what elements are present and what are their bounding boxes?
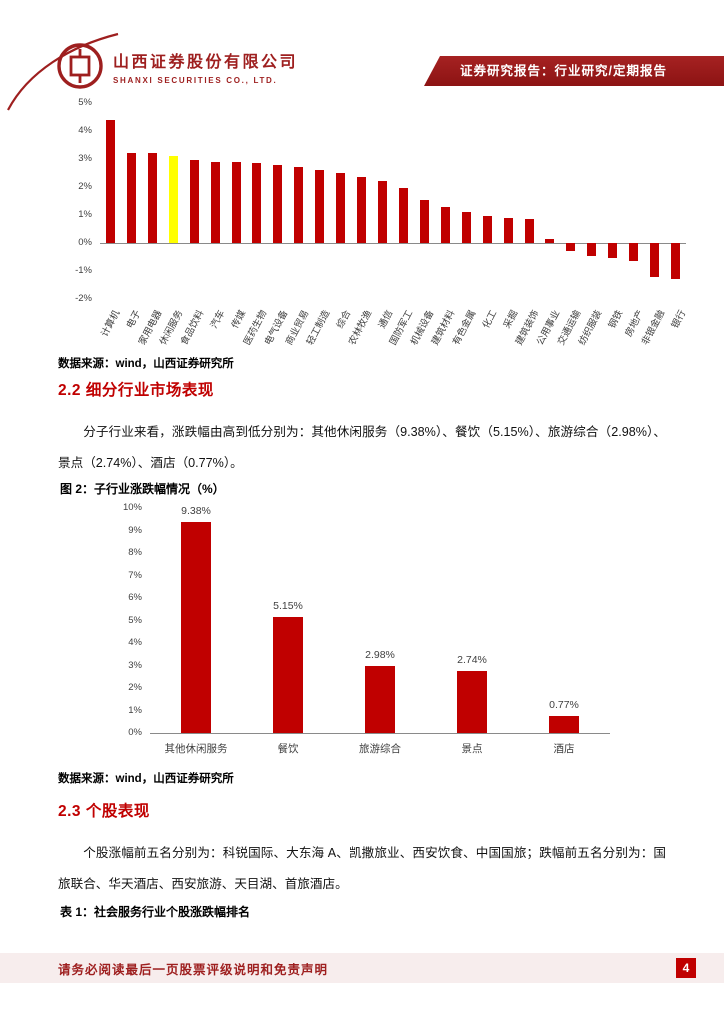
y-tick-label: -1% — [75, 265, 92, 276]
bar-非银金融 — [650, 243, 660, 277]
bar-纺织服装 — [587, 243, 597, 256]
report-type-banner: 证券研究报告：行业研究/定期报告 — [424, 56, 724, 86]
x-axis-label: 餐饮 — [277, 743, 299, 755]
bar-休闲服务 — [168, 156, 178, 243]
y-tick-label: -2% — [75, 293, 92, 304]
bar-公用事业 — [545, 238, 555, 243]
company-name-cn: 山西证券股份有限公司 — [113, 53, 299, 71]
header-swoosh-decoration — [7, 32, 119, 111]
bar-综合 — [336, 173, 346, 243]
y-tick-label: 10% — [122, 502, 142, 513]
bar-交通运输 — [566, 243, 576, 252]
bar-钢铁 — [608, 243, 618, 259]
y-tick-label: 6% — [128, 592, 142, 603]
footer-disclaimer: 请务必阅读最后一页股票评级说明和免责声明 — [58, 962, 329, 977]
y-tick-label: 3% — [128, 659, 142, 671]
y-tick-label: 5% — [78, 97, 92, 108]
bar-医药生物 — [252, 163, 262, 243]
bar-建筑装饰 — [524, 219, 534, 243]
bar-国防军工 — [398, 188, 408, 243]
y-tick-label: 2% — [128, 682, 142, 693]
y-tick-label: 8% — [128, 547, 142, 558]
y-tick-label: 7% — [128, 569, 142, 581]
company-logo-emblem-icon — [57, 43, 103, 89]
section-2-2-heading: 2.2 细分行业市场表现 — [58, 382, 214, 399]
bar-家用电器 — [147, 153, 157, 243]
x-axis-label: 其他休闲服务 — [164, 743, 228, 755]
bar-景点 — [457, 671, 487, 733]
table-1-caption: 表 1：社会服务行业个股涨跌幅排名 — [60, 905, 251, 919]
x-axis-label: 酒店 — [553, 743, 575, 755]
x-axis-line — [150, 733, 610, 734]
y-tick-label: 9% — [128, 524, 142, 536]
bar-汽车 — [210, 161, 220, 243]
bar-计算机 — [105, 119, 115, 243]
x-axis-line — [100, 243, 686, 244]
bar-食品饮料 — [189, 160, 199, 243]
subindustry-change-bar-chart: 10% 9% 8% 7% 6% 5% 4% 3% 2% 1% 0% 9.38% 其他休闲服务 5.15% 餐… — [90, 498, 650, 766]
bar-旅游综合 — [365, 665, 395, 733]
bar-机械设备 — [419, 199, 429, 243]
figure-2-caption: 图 2：子行业涨跌幅情况（%） — [60, 482, 225, 496]
company-name-block: 山西证券股份有限公司 SHANXI SECURITIES CO., LTD. — [113, 48, 298, 85]
industry-change-bar-chart: 5% 4% 3% 2% 1% 0% -1% -2% 计算机 电子 家用电器 休闲服务 食品饮料 汽车 传媒医… — [58, 95, 698, 357]
bar-value-label: 5.15% — [273, 600, 303, 613]
bar-有色金属 — [461, 212, 471, 243]
bar-采掘 — [503, 217, 513, 243]
section-2-3-heading: 2.3 个股表现 — [58, 803, 150, 820]
y-tick-label: 1% — [78, 209, 92, 220]
bar-建筑材料 — [440, 206, 450, 243]
y-tick-label: 5% — [128, 614, 142, 626]
bar-房地产 — [629, 243, 639, 262]
company-name-en: SHANXI SECURITIES CO., LTD. — [113, 75, 278, 85]
bar-电气设备 — [273, 164, 283, 243]
bar-餐饮 — [273, 617, 303, 733]
y-tick-label: 0% — [78, 237, 92, 248]
bar-商业贸易 — [294, 167, 304, 243]
y-tick-label: 3% — [78, 153, 92, 164]
bar-通信 — [378, 181, 388, 243]
chart2-source-note: 数据来源：wind，山西证券研究所 — [58, 773, 234, 785]
y-tick-label: 4% — [128, 637, 142, 648]
x-axis-label: 景点 — [461, 743, 483, 755]
bar-其他休闲服务 — [181, 521, 211, 733]
bar-银行 — [671, 243, 681, 280]
page-number-badge: 4 — [676, 958, 696, 978]
chart1-source-note: 数据来源：wind，山西证券研究所 — [58, 358, 234, 370]
bar-value-label: 0.77% — [549, 698, 579, 711]
bar-传媒 — [231, 161, 241, 243]
y-tick-label: 1% — [128, 704, 142, 716]
section-2-3-paragraph: 个股涨幅前五名分别为：科锐国际、大东海 A、凯撒旅业、西安饮食、中国国旅；跌幅前… — [58, 846, 666, 891]
bar-农林牧渔 — [357, 177, 367, 243]
y-tick-label: 4% — [78, 125, 92, 136]
bar-酒店 — [549, 715, 579, 733]
y-tick-label: 2% — [78, 181, 92, 192]
y-tick-label: 0% — [128, 727, 142, 738]
company-logo: 山西证券股份有限公司 SHANXI SECURITIES CO., LTD. — [56, 42, 298, 90]
bar-电子 — [126, 153, 136, 243]
bar-value-label: 2.74% — [457, 654, 487, 667]
page-footer: 请务必阅读最后一页股票评级说明和免责声明 4 — [0, 953, 724, 983]
bar-value-label: 2.98% — [365, 648, 395, 661]
x-axis-label: 旅游综合 — [359, 743, 401, 755]
section-2-2-paragraph: 分子行业来看，涨跌幅由高到低分别为：其他休闲服务（9.38%）、餐饮（5.15%… — [58, 425, 666, 470]
bar-value-label: 9.38% — [181, 504, 211, 517]
bar-化工 — [482, 216, 492, 243]
bar-轻工制造 — [315, 170, 325, 243]
